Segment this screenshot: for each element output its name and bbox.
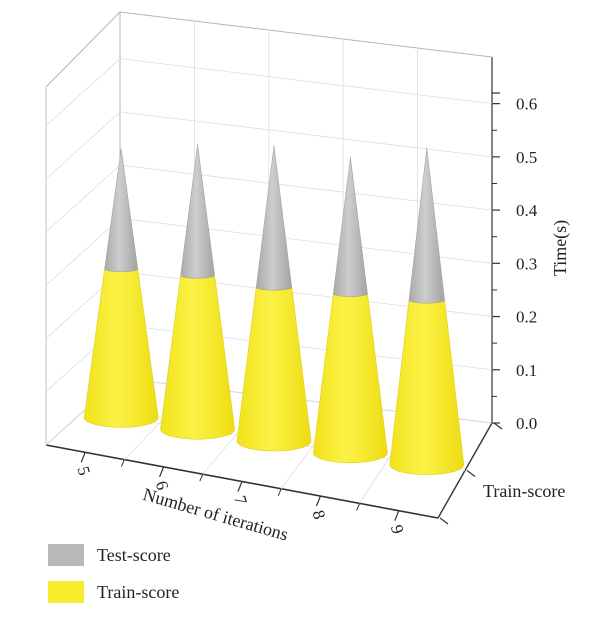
z-tick-label: 0.1 <box>516 361 537 380</box>
z-tick-label: 0.5 <box>516 148 537 167</box>
plot-area <box>83 144 465 475</box>
left-wall-gridline <box>45 111 121 180</box>
y-tick <box>439 517 449 525</box>
left-wall-gridline <box>45 58 121 126</box>
left-wall-gridline <box>45 164 121 233</box>
back-wall-gridline <box>119 111 493 158</box>
x-tick <box>159 466 165 478</box>
x-tick <box>80 452 86 463</box>
y-tick <box>466 470 476 477</box>
x-tick <box>237 481 243 492</box>
y-tick <box>493 422 503 430</box>
top-back-edge <box>119 11 493 58</box>
left-wall-gridline <box>45 218 121 286</box>
x-tick-label: 9 <box>387 523 408 536</box>
train-score-segment <box>83 268 159 428</box>
legend: Test-score Train-score <box>48 544 179 603</box>
train-score-segment <box>236 287 312 452</box>
test-score-segment <box>255 145 293 291</box>
back-wall-gridline <box>119 58 493 105</box>
cone-7 <box>236 145 312 452</box>
test-score-segment <box>180 144 215 279</box>
x-axis-title: Number of iterations <box>141 484 291 545</box>
test-score-segment <box>333 157 368 297</box>
legend-swatch-test <box>48 544 84 566</box>
top-left-edge <box>45 11 121 88</box>
x-tick-label: 5 <box>73 464 94 477</box>
train-score-segment <box>313 293 388 464</box>
z-tick-label: 0.6 <box>516 95 537 114</box>
x-minor-tick <box>120 459 125 467</box>
x-tick-label: 8 <box>309 508 330 521</box>
x-minor-tick <box>199 474 204 482</box>
z-axis: 0.0 0.1 0.2 0.3 0.4 0.5 0.6 <box>439 92 538 525</box>
legend-swatch-train <box>48 581 84 603</box>
test-score-segment <box>104 148 139 272</box>
x-tick <box>394 510 400 521</box>
cone-8 <box>313 157 388 464</box>
x-tick <box>315 495 321 507</box>
z-tick-label: 0.4 <box>516 201 538 220</box>
train-score-segment <box>389 300 465 475</box>
legend-label-test: Test-score <box>97 545 171 565</box>
z-tick-label: 0.0 <box>516 414 537 433</box>
cone-5 <box>83 148 159 428</box>
cone-9 <box>389 147 465 475</box>
back-wall-gridline <box>119 164 493 211</box>
train-score-segment <box>160 275 235 440</box>
z-tick-label: 0.3 <box>516 254 537 273</box>
x-minor-tick <box>277 488 282 496</box>
y-axis-title: Train-score <box>483 481 565 501</box>
x-minor-tick <box>356 503 361 511</box>
test-score-segment <box>408 147 445 304</box>
legend-label-train: Train-score <box>97 582 179 602</box>
z-axis-title: Time(s) <box>550 220 571 276</box>
x-tick-label: 7 <box>230 493 251 507</box>
z-tick-label: 0.2 <box>516 308 537 327</box>
cone-6 <box>160 144 235 440</box>
